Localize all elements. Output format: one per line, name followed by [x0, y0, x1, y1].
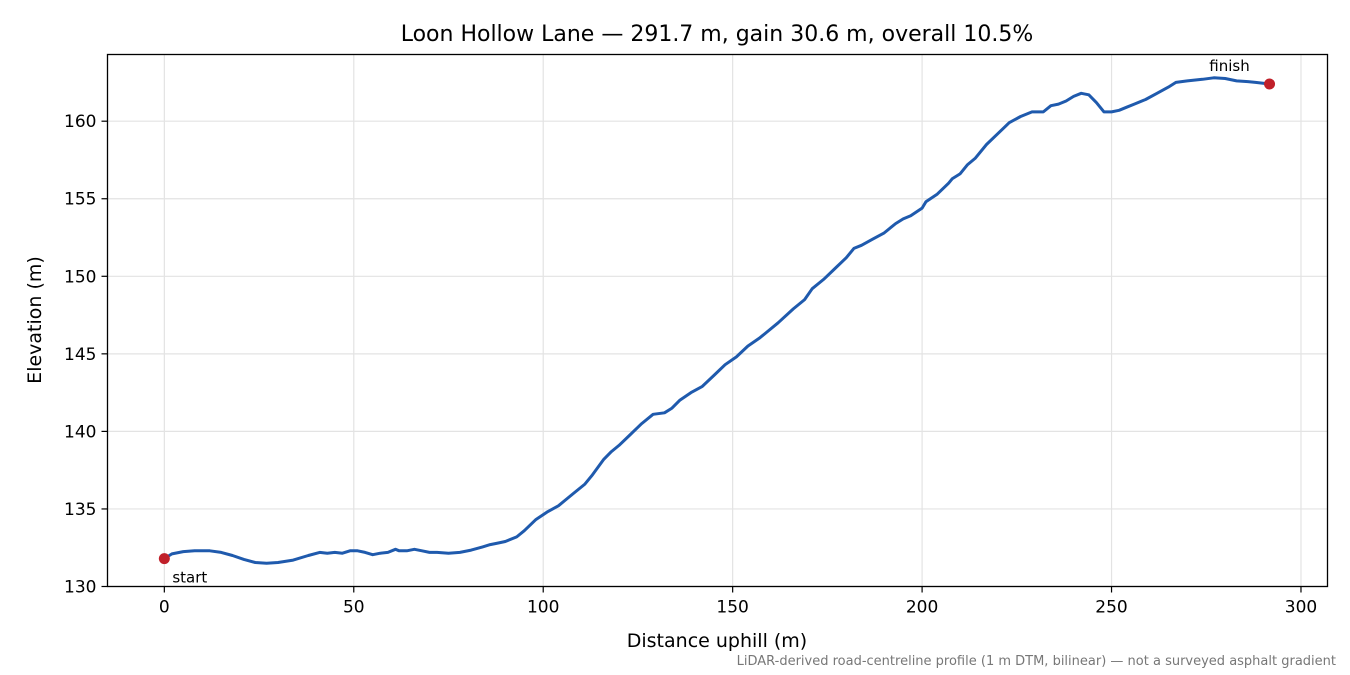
elevation-profile-line [162, 76, 1271, 565]
x-tick-label: 300 [1285, 598, 1317, 618]
x-tick-label: 50 [343, 598, 365, 618]
finish-label: finish [1209, 57, 1249, 75]
y-tick-label: 155 [64, 190, 96, 210]
x-tick-label: 200 [906, 598, 938, 618]
y-tick-label: 150 [64, 267, 96, 287]
grid-lines [107, 54, 1328, 588]
x-tick-label: 0 [159, 598, 170, 618]
x-tick-label: 100 [527, 598, 559, 618]
y-tick-label: 135 [64, 500, 96, 520]
start-label: start [172, 569, 207, 587]
x-axis-label: Distance uphill (m) [627, 630, 807, 652]
y-tick-label: 140 [64, 422, 96, 442]
finish-marker [1264, 78, 1276, 90]
x-axis: 0 50 100 150 200 250 300 [159, 586, 1317, 618]
x-tick-label: 150 [716, 598, 748, 618]
y-tick-label: 130 [64, 578, 96, 598]
plot-area-frame [106, 53, 1329, 588]
x-tick-label: 250 [1095, 598, 1127, 618]
y-tick-label: 160 [64, 112, 96, 132]
y-axis: 130 135 140 145 150 155 160 [64, 112, 108, 598]
start-marker [158, 553, 170, 565]
y-tick-label: 145 [64, 345, 96, 365]
chart-title: Loon Hollow Lane — 291.7 m, gain 30.6 m,… [401, 22, 1034, 47]
y-axis-label: Elevation (m) [24, 256, 46, 384]
footnote: LiDAR-derived road-centreline profile (1… [737, 654, 1336, 669]
